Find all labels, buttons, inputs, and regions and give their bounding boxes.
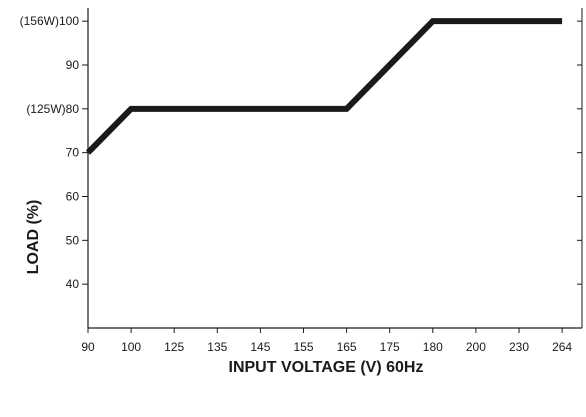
- x-tick-label: 100: [121, 340, 141, 354]
- x-axis-title: INPUT VOLTAGE (V) 60Hz: [229, 359, 424, 376]
- x-tick-label: 155: [293, 340, 313, 354]
- y-ticks: 40 50 60 70 (125W)80 90 (156W)100: [20, 14, 582, 291]
- y-tick-label: 70: [66, 146, 80, 160]
- x-tick-label: 125: [164, 340, 184, 354]
- x-tick-label: 230: [509, 340, 529, 354]
- y-tick-label: 50: [66, 233, 80, 247]
- x-ticks: 90 100 125 135 145 155 165 175 180 200 230 264: [81, 328, 572, 354]
- y-tick-label: 60: [66, 189, 80, 203]
- x-tick-label: 200: [466, 340, 486, 354]
- x-tick-label: 135: [207, 340, 227, 354]
- x-tick-label: 165: [337, 340, 357, 354]
- derating-curve: [88, 21, 562, 153]
- x-tick-label: 180: [423, 340, 443, 354]
- y-tick-label: 90: [66, 58, 80, 72]
- x-tick-label: 175: [380, 340, 400, 354]
- x-tick-label: 264: [552, 340, 572, 354]
- series: [88, 21, 562, 153]
- y-tick-label: 40: [66, 277, 80, 291]
- x-tick-label: 145: [250, 340, 270, 354]
- y-tick-label: (156W)100: [20, 14, 80, 28]
- y-axis-title: LOAD (%): [25, 200, 42, 275]
- x-tick-label: 90: [81, 340, 95, 354]
- y-tick-label: (125W)80: [26, 102, 79, 116]
- axes: [88, 8, 582, 328]
